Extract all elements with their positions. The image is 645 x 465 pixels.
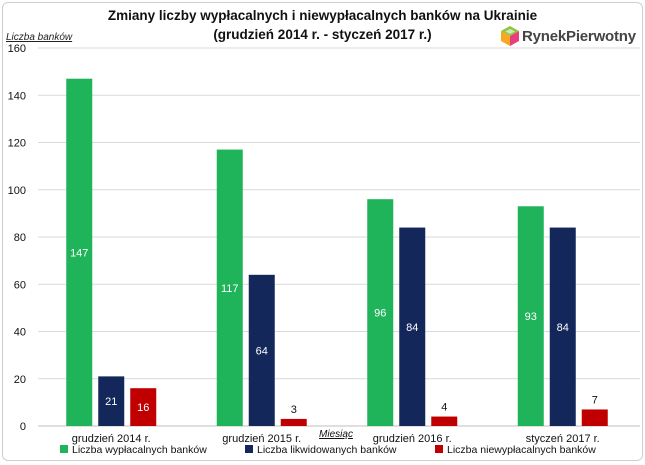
bar (549, 227, 576, 426)
data-label: 7 (592, 394, 598, 406)
y-tick-label: 0 (20, 421, 26, 433)
legend-swatch (435, 445, 443, 453)
data-label: 21 (105, 396, 117, 408)
x-tick-label: grudzień 2014 r. (72, 433, 151, 445)
data-label: 147 (70, 247, 88, 259)
y-tick-label: 160 (8, 43, 26, 55)
data-label: 84 (557, 322, 569, 334)
legend-item: Liczba likwidowanych banków (245, 444, 397, 456)
y-axis-label: Liczba banków (6, 32, 73, 43)
data-label: 93 (525, 311, 537, 323)
bar (399, 227, 426, 426)
legend-item: Liczba wypłacalnych banków (60, 444, 207, 456)
x-axis-label: Miesiąc (319, 429, 353, 440)
x-tick-label: styczeń 2017 r. (526, 433, 600, 445)
y-tick-label: 120 (8, 138, 26, 150)
bar (66, 78, 93, 427)
legend-swatch (60, 445, 68, 453)
data-label: 16 (137, 402, 149, 414)
chart-subtitle: (grudzień 2014 r. - styczeń 2017 r.) (213, 27, 432, 42)
bar (367, 199, 394, 426)
data-label: 96 (374, 308, 386, 320)
bar (98, 376, 125, 426)
legend-label: Liczba likwidowanych banków (257, 444, 397, 456)
y-tick-label: 100 (8, 185, 26, 197)
legend-item: Liczba niewypłacalnych banków (435, 444, 596, 456)
legend-label: Liczba wypłacalnych banków (72, 444, 207, 456)
y-tick-label: 20 (14, 374, 26, 386)
bar (216, 149, 243, 426)
logo-text: RynekPierwotny (522, 28, 636, 45)
bar (431, 416, 458, 426)
bar (248, 274, 275, 426)
x-tick-label: grudzień 2015 r. (222, 433, 301, 445)
y-tick-label: 40 (14, 327, 26, 339)
bar (280, 418, 307, 426)
rynekpierwotny-logo: RynekPierwotny (500, 25, 640, 49)
y-tick-label: 140 (8, 90, 26, 102)
data-label: 4 (441, 402, 447, 414)
bar (517, 206, 544, 426)
data-label: 84 (406, 322, 418, 334)
y-tick-label: 60 (14, 279, 26, 291)
data-label: 3 (291, 404, 297, 416)
legend-swatch (245, 445, 253, 453)
data-label: 64 (256, 345, 268, 357)
x-tick-label: grudzień 2016 r. (373, 433, 452, 445)
legend-label: Liczba niewypłacalnych banków (447, 444, 596, 456)
y-tick-label: 80 (14, 232, 26, 244)
bar (130, 388, 157, 426)
chart-title: Zmiany liczby wypłacalnych i niewypłacal… (107, 8, 538, 23)
logo-cube-icon (501, 26, 519, 46)
data-label: 117 (221, 283, 239, 295)
bar (581, 409, 608, 426)
